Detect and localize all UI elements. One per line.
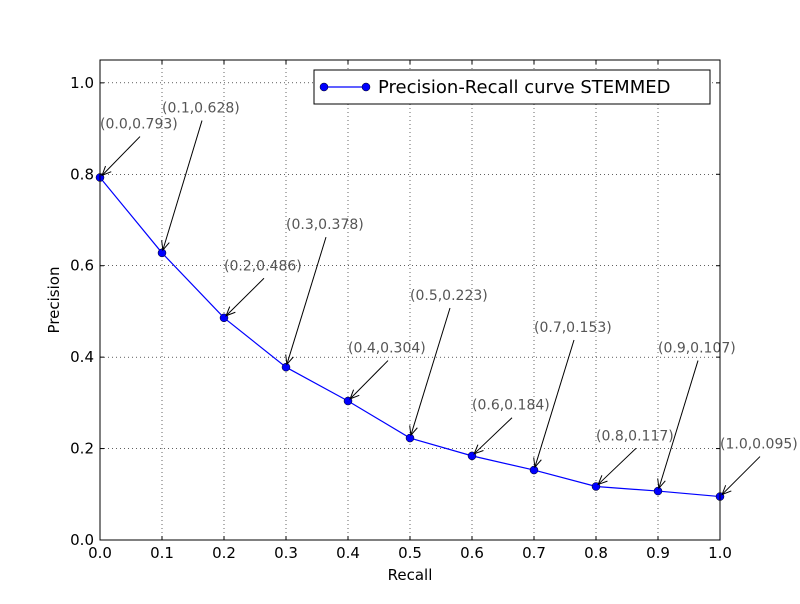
- annotation-arrow-line: [473, 417, 513, 455]
- x-tick-label: 0.7: [522, 544, 546, 562]
- annotation-arrow-line: [658, 360, 699, 489]
- x-tick-label: 0.6: [460, 544, 484, 562]
- annotation-arrow-line: [410, 307, 451, 436]
- annotation-label: (0.1,0.628): [162, 101, 240, 117]
- x-tick-label: 0.1: [150, 544, 174, 562]
- series-layer: [95, 173, 725, 501]
- annotation-label: (0.6,0.184): [472, 398, 550, 414]
- annotation-arrow-line: [721, 456, 761, 495]
- annotation-arrow-line: [286, 236, 327, 365]
- annotation-label: (0.4,0.304): [348, 341, 426, 357]
- annotation-arrow-head: [101, 165, 112, 177]
- x-axis-label: Recall: [388, 566, 433, 584]
- y-tick-label: 0.8: [70, 165, 94, 183]
- annotation-arrow-line: [225, 277, 265, 317]
- x-tick-label: 0.8: [584, 544, 608, 562]
- annotation-arrow-line: [349, 360, 389, 400]
- annotation-arrow-line: [534, 339, 575, 468]
- annotation-arrow-head: [225, 306, 236, 317]
- annotation-arrow-head: [349, 389, 360, 400]
- x-tick-label: 0.4: [336, 544, 360, 562]
- annotation-label: (1.0,0.095): [720, 437, 798, 453]
- annotation-arrow-line: [101, 136, 141, 176]
- annotation-arrow-head: [409, 425, 418, 437]
- legend-label: Precision-Recall curve STEMMED: [378, 77, 670, 98]
- x-tick-label: 0.2: [212, 544, 236, 562]
- annotation-arrow-head: [473, 444, 484, 455]
- y-tick-label: 1.0: [70, 74, 94, 92]
- y-tick-label: 0.0: [70, 531, 94, 549]
- x-tick-label: 0.3: [274, 544, 298, 562]
- annotation-label: (0.2,0.486): [224, 258, 302, 274]
- y-axis-label: Precision: [45, 267, 63, 334]
- x-tick-label: 1.0: [708, 544, 732, 562]
- y-tick-label: 0.6: [70, 257, 94, 275]
- annotation-arrow-head: [161, 240, 170, 252]
- annotation-arrow-head: [657, 478, 666, 490]
- legend: Precision-Recall curve STEMMED: [313, 69, 711, 105]
- axis-ticks: 0.0 0.1 0.2 0.3 0.4 0.5 0.6 0.7 0.8 0.9 1.0 0.0 0.2 0…: [70, 60, 732, 562]
- annotation-label: (0.5,0.223): [410, 288, 488, 304]
- legend-marker-swatch: [361, 82, 371, 92]
- annotation-label: (0.8,0.117): [596, 428, 674, 444]
- annotation-label: (0.9,0.107): [658, 341, 736, 357]
- x-tick-label: 0.5: [398, 544, 422, 562]
- annotation-label: (0.0,0.793): [100, 117, 178, 133]
- data-point: [405, 433, 415, 443]
- y-tick-label: 0.2: [70, 440, 94, 458]
- annotation-arrow-line: [597, 447, 637, 485]
- data-point: [529, 465, 539, 475]
- legend-marker-swatch: [319, 82, 329, 92]
- x-tick-label: 0.9: [646, 544, 670, 562]
- legend-box: [313, 69, 711, 105]
- annotation-arrow-head: [533, 457, 542, 469]
- data-point: [653, 486, 663, 496]
- annotations-layer: (0.0,0.793)(0.1,0.628) (0.2,0.486) (0.3,0.…: [100, 101, 798, 496]
- annotation-arrow-head: [285, 354, 294, 366]
- x-tick-label: 0.0: [88, 544, 112, 562]
- annotation-label: (0.7,0.153): [534, 320, 612, 336]
- annotation-arrow-head: [721, 485, 732, 496]
- y-tick-label: 0.4: [70, 348, 94, 366]
- data-point: [157, 248, 167, 258]
- data-point: [281, 362, 291, 372]
- annotation-label: (0.3,0.378): [286, 217, 364, 233]
- annotation-arrow-line: [162, 120, 203, 251]
- annotation-arrow-head: [597, 475, 608, 486]
